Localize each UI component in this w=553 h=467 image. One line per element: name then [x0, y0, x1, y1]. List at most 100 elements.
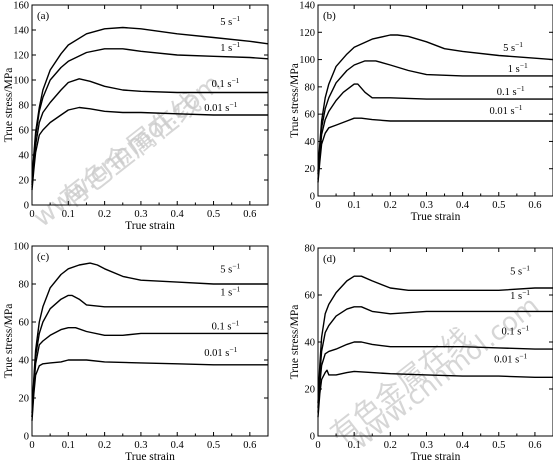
y-tick-label: 40: [305, 137, 316, 148]
y-tick-label: 40: [305, 338, 316, 349]
y-tick-label: 100: [13, 242, 29, 253]
x-tick-label: 0.4: [171, 440, 185, 451]
y-tick-label: 120: [299, 28, 315, 39]
y-tick-label: 0: [310, 432, 315, 443]
panel-label: (d): [323, 253, 336, 265]
x-tick-label: 0.4: [456, 440, 470, 451]
y-axis-label: True stress/MPa: [3, 304, 15, 379]
x-tick-label: 0.3: [134, 209, 147, 220]
y-tick-label: 0: [24, 432, 29, 443]
panel-label: (a): [37, 10, 50, 22]
x-tick-label: 0.5: [492, 440, 505, 451]
series-label: 0.1 s−1: [497, 84, 525, 98]
chart-panel-a: 0 0.1 0.2 0.3 0.4 0.5 0.6 0 20 40 60 80 100 120 140 160…: [3, 1, 269, 232]
series-line: [317, 117, 553, 183]
series-line: [317, 341, 553, 413]
y-tick-label: 60: [19, 318, 30, 329]
y-tick-label: 100: [13, 76, 29, 87]
x-tick-label: 0.2: [98, 209, 111, 220]
x-tick-label: 0.5: [207, 209, 220, 220]
y-tick-label: 60: [305, 291, 316, 302]
y-tick-label: 60: [19, 126, 30, 137]
y-tick-label: 40: [19, 151, 30, 162]
series-line: [317, 306, 553, 408]
y-axis-label: True stress/MPa: [3, 68, 15, 143]
x-tick-label: 0.2: [384, 440, 397, 451]
series-label: 5 s−1: [510, 263, 530, 277]
series-label: 1 s−1: [508, 61, 528, 75]
x-tick-label: 0.5: [492, 200, 505, 211]
x-tick-label: 0.6: [243, 440, 256, 451]
x-tick-label: 0.2: [384, 200, 397, 211]
series-label: 0.01 s−1: [489, 103, 522, 117]
x-tick-label: 0: [315, 200, 320, 211]
x-axis-label: True strain: [125, 451, 175, 462]
x-tick-label: 0.1: [62, 440, 75, 451]
y-tick-label: 20: [19, 176, 30, 187]
series-label: 5 s−1: [220, 262, 240, 276]
panels: 0 0.1 0.2 0.3 0.4 0.5 0.6 0 20 40 60 80 100 120 140 160…: [3, 1, 553, 463]
x-tick-label: 0.6: [528, 200, 541, 211]
x-tick-label: 0.3: [420, 200, 433, 211]
y-tick-label: 140: [299, 1, 315, 12]
x-axis-label: True strain: [411, 451, 461, 462]
x-tick-label: 0.5: [207, 440, 220, 451]
x-tick-label: 0.1: [348, 440, 361, 451]
x-axis-label: True strain: [125, 220, 175, 232]
y-tick-label: 80: [19, 280, 30, 291]
panel-label: (b): [323, 10, 336, 22]
y-tick-label: 0: [24, 201, 29, 212]
chart-panel-c: 0 0.1 0.2 0.3 0.4 0.5 0.6 0 20 40 60 80 100 True stra…: [3, 242, 269, 463]
x-tick-label: 0.6: [243, 209, 256, 220]
plot-frame: [31, 245, 269, 437]
series-line: [31, 106, 268, 191]
y-tick-label: 20: [19, 394, 30, 405]
series-line: [317, 83, 553, 180]
y-tick-label: 60: [305, 110, 316, 121]
x-tick-label: 0.3: [134, 440, 147, 451]
x-tick-label: 0.1: [348, 200, 361, 211]
series-label: 0.1 s−1: [212, 319, 240, 333]
series-label: 1 s−1: [220, 40, 240, 54]
y-tick-label: 80: [19, 101, 30, 112]
series-line: [31, 78, 268, 188]
y-tick-label: 20: [305, 164, 316, 175]
x-tick-label: 0.2: [98, 440, 111, 451]
x-tick-label: 0: [29, 440, 34, 451]
series-line: [317, 34, 553, 172]
chart-panel-b: 0 0.1 0.2 0.3 0.4 0.5 0.6 0 20 40 60 80 100 120 140 Tru…: [289, 1, 553, 223]
series-line: [31, 262, 268, 414]
series-label: 0.01 s−1: [204, 100, 237, 114]
y-tick-label: 40: [19, 356, 30, 367]
y-tick-label: 120: [13, 51, 29, 62]
series-line: [317, 369, 553, 418]
y-axis-label: True stress/MPa: [289, 63, 301, 138]
series-label: 0.1 s−1: [212, 76, 240, 90]
y-tick-label: 80: [305, 82, 316, 93]
y-tick-label: 20: [305, 385, 316, 396]
x-tick-label: 0.4: [456, 200, 470, 211]
panel-label: (c): [37, 251, 50, 263]
series-label: 1 s−1: [220, 284, 240, 298]
series-label: 1 s−1: [510, 288, 530, 302]
x-tick-label: 0.6: [528, 440, 541, 451]
watermark: 有色金属在线 www.cnnmol.com 有色金属在线 www.cnnmol.…: [28, 69, 545, 456]
series-line: [317, 275, 553, 404]
series-line: [31, 327, 268, 418]
series-line: [317, 60, 553, 175]
x-axis-label: True strain: [411, 211, 461, 223]
plot-frame: [317, 4, 553, 197]
y-axis-label: True stress/MPa: [289, 305, 301, 380]
y-tick-label: 160: [13, 1, 29, 12]
series-label: 0.1 s−1: [501, 323, 529, 337]
series-line: [31, 359, 268, 421]
series-label: 0.01 s−1: [204, 345, 237, 359]
series-line: [31, 294, 268, 418]
chart-panel-d: 0 0.1 0.2 0.3 0.4 0.5 0.6 0 20 40 60 80 True strain T…: [289, 244, 553, 463]
x-tick-label: 0.3: [420, 440, 433, 451]
y-tick-label: 0: [310, 192, 315, 203]
y-tick-label: 80: [305, 244, 316, 255]
x-tick-label: 0.4: [171, 209, 185, 220]
